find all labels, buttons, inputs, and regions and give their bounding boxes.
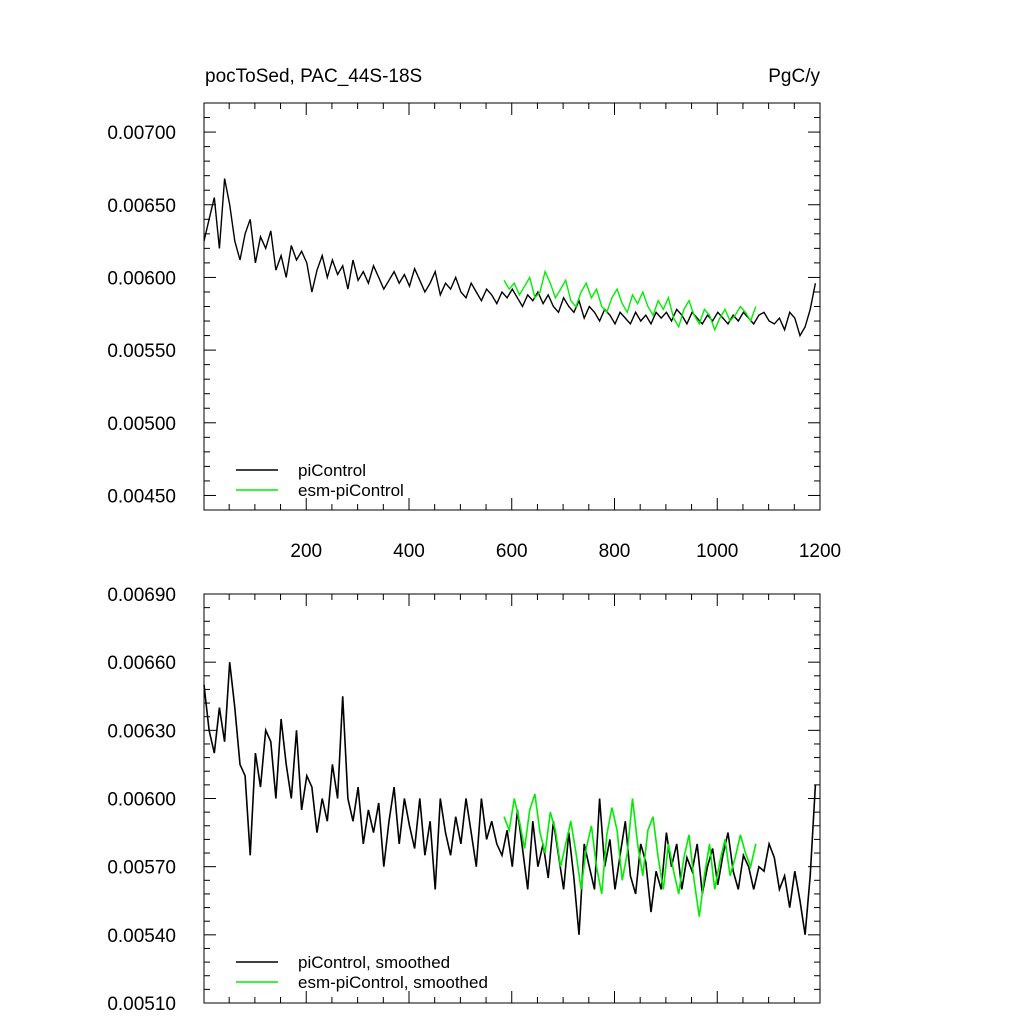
bottom-legend-esm-label: esm-piControl, smoothed [298, 973, 488, 992]
bottom-legend-picontrol-label: piControl, smoothed [298, 953, 450, 972]
top-legend-esm-label: esm-piControl [298, 481, 404, 500]
y-tick-label: 0.00690 [107, 585, 176, 606]
y-tick-label: 0.00570 [107, 858, 176, 879]
x-tick-label: 400 [393, 541, 425, 562]
y-tick-label: 0.00510 [107, 994, 176, 1015]
top-y-tick-labels: 0.00450 0.00500 0.00550 0.00600 0.00650 0.007… [107, 123, 176, 507]
y-tick-label: 0.00660 [107, 653, 176, 674]
top-panel: pocToSed, PAC_44S-18S PgC/y 0.00450 0.005… [107, 66, 841, 562]
top-ticks [204, 102, 821, 511]
y-tick-label: 0.00650 [107, 196, 176, 217]
bottom-series-picontrol-smoothed [203, 662, 817, 935]
top-series-picontrol [203, 178, 817, 338]
y-tick-label: 0.00630 [107, 721, 176, 742]
x-tick-label: 600 [496, 541, 528, 562]
bottom-plot-frame [203, 593, 821, 1004]
top-x-tick-labels: 200 400 600 800 1000 1200 [290, 541, 841, 562]
top-title-right: PgC/y [768, 66, 820, 87]
top-legend-picontrol-label: piControl [298, 461, 366, 480]
y-tick-label: 0.00540 [107, 926, 176, 947]
x-tick-label: 200 [290, 541, 322, 562]
top-title-left: pocToSed, PAC_44S-18S [205, 66, 422, 87]
bottom-ticks [204, 593, 821, 1004]
bottom-legend: piControl, smoothed esm-piControl, smoot… [236, 953, 488, 992]
y-tick-label: 0.00600 [107, 790, 176, 811]
x-tick-label: 1200 [799, 541, 841, 562]
x-tick-label: 1000 [696, 541, 738, 562]
y-tick-label: 0.00450 [107, 486, 176, 507]
top-plot-frame [203, 102, 821, 511]
x-tick-label: 800 [599, 541, 631, 562]
y-tick-label: 0.00550 [107, 341, 176, 362]
bottom-panel: 0.00510 0.00540 0.00570 0.00600 0.00630 0.006… [107, 585, 821, 1015]
bottom-series-esm-picontrol-smoothed [503, 793, 757, 917]
y-tick-label: 0.00600 [107, 268, 176, 289]
bottom-y-tick-labels: 0.00510 0.00540 0.00570 0.00600 0.00630 0.006… [107, 585, 176, 1015]
top-legend: piControl esm-piControl [236, 461, 404, 500]
y-tick-label: 0.00500 [107, 414, 176, 435]
y-tick-label: 0.00700 [107, 123, 176, 144]
top-series-esm-picontrol [503, 269, 757, 332]
